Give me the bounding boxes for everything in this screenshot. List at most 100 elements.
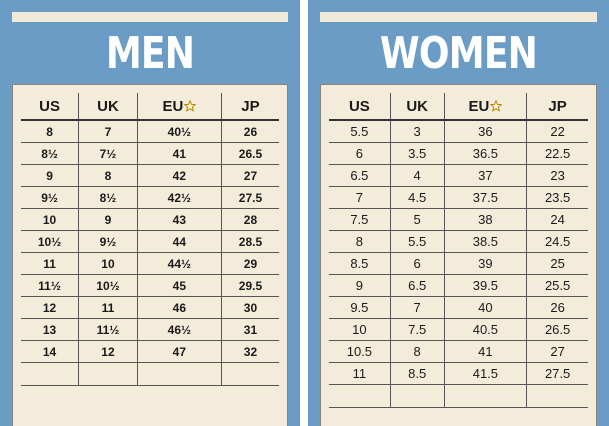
size-cell: 39.5 xyxy=(443,274,527,297)
size-cell: 41 xyxy=(136,142,222,165)
size-cell: 7 xyxy=(78,120,138,143)
size-cell: 29 xyxy=(220,252,279,275)
header-text: US xyxy=(39,97,60,115)
panel-title: MEN xyxy=(105,28,195,79)
size-cell: 5 xyxy=(389,208,445,231)
size-cell: 22.5 xyxy=(526,142,588,165)
size-cell: 11 xyxy=(329,362,391,385)
star-icon xyxy=(183,98,197,112)
empty-cell xyxy=(21,362,79,386)
header-text: JP xyxy=(548,97,567,115)
size-panel: WOMEN US UK EU JP 5.5 3 36 22 6 3.5 36.5 22.5 6.5 4 3 7 2… xyxy=(308,0,609,426)
empty-cell xyxy=(443,384,527,408)
size-cell: 30 xyxy=(220,296,279,319)
size-row: 7.5 5 38 24 xyxy=(329,208,588,231)
size-panel: MEN US UK EU JP 8 7 40½ 26 8½ 7½ 41 26.5 9 8 42 27 9½ 8½ 42… xyxy=(0,0,300,426)
header-text: EU xyxy=(468,97,490,115)
size-cell: 3 xyxy=(389,120,445,143)
size-row: 13 11½ 46½ 31 xyxy=(21,318,279,341)
size-cell: 6 xyxy=(329,142,391,165)
size-cell: 27 xyxy=(220,164,279,187)
empty-cell xyxy=(136,362,222,386)
header-text: US xyxy=(348,97,370,115)
size-cell: 6 xyxy=(389,252,445,275)
size-cell: 40½ xyxy=(136,120,222,143)
size-cell: 14 xyxy=(21,340,79,363)
size-cell: 11½ xyxy=(78,318,138,341)
size-cell: 28.5 xyxy=(220,230,279,253)
empty-cell xyxy=(220,362,279,386)
size-row: 8½ 7½ 41 26.5 xyxy=(21,142,279,165)
size-row: 14 12 47 32 xyxy=(21,340,279,363)
column-header: US xyxy=(329,93,391,121)
size-row: 8 5.5 38.5 24.5 xyxy=(329,230,588,253)
empty-cell xyxy=(78,362,138,386)
size-cell: 9 xyxy=(21,164,79,187)
size-cell: 38.5 xyxy=(443,230,527,253)
size-row: 7 4.5 37.5 23.5 xyxy=(329,186,588,209)
size-cell: 9½ xyxy=(78,230,138,253)
size-row: 9½ 8½ 42½ 27.5 xyxy=(21,186,279,209)
size-cell: 8½ xyxy=(21,142,79,165)
size-cell: 12 xyxy=(21,296,79,319)
column-header: JP xyxy=(526,93,588,121)
size-row: 11½ 10½ 45 29.5 xyxy=(21,274,279,297)
size-cell: 5.5 xyxy=(329,120,391,143)
size-cell: 42½ xyxy=(136,186,222,209)
size-row: 12 11 46 30 xyxy=(21,296,279,319)
column-header: UK xyxy=(78,93,138,121)
size-cell: 11 xyxy=(21,252,79,275)
header-text: JP xyxy=(241,97,260,115)
size-cell: 43 xyxy=(136,208,222,231)
size-row: 8.5 6 39 25 xyxy=(329,252,588,275)
header-row: US UK EU JP xyxy=(21,93,279,121)
size-cell: 10½ xyxy=(78,274,138,297)
size-cell: 26 xyxy=(526,296,588,319)
size-cell: 44½ xyxy=(136,252,222,275)
size-sheet: US UK EU JP 8 7 40½ 26 8½ 7½ 41 26.5 9 8 42 27 9½ 8½ 42½ 27… xyxy=(12,84,288,426)
size-cell: 4 xyxy=(389,164,445,187)
size-cell: 47 xyxy=(136,340,222,363)
top-strip xyxy=(12,12,288,22)
star-icon xyxy=(489,98,503,112)
size-cell: 45 xyxy=(136,274,222,297)
size-row: 6 3.5 36.5 22.5 xyxy=(329,142,588,165)
size-cell: 8 xyxy=(329,230,391,253)
header-row: US UK EU JP xyxy=(329,93,588,121)
size-row: 10.5 8 41 27 xyxy=(329,340,588,363)
size-row: 5.5 3 36 22 xyxy=(329,120,588,143)
size-cell: 36 xyxy=(443,120,527,143)
size-cell: 25.5 xyxy=(526,274,588,297)
size-cell: 5.5 xyxy=(389,230,445,253)
filler-row xyxy=(329,384,588,408)
size-cell: 26 xyxy=(220,120,279,143)
size-cell: 10.5 xyxy=(329,340,391,363)
size-cell: 7 xyxy=(329,186,391,209)
size-cell: 8.5 xyxy=(329,252,391,275)
size-cell: 8½ xyxy=(78,186,138,209)
header-text: UK xyxy=(406,97,428,115)
size-row: 9.5 7 40 26 xyxy=(329,296,588,319)
top-strip xyxy=(320,12,597,22)
size-cell: 13 xyxy=(21,318,79,341)
empty-cell xyxy=(329,384,391,408)
size-cell: 27 xyxy=(526,340,588,363)
size-cell: 32 xyxy=(220,340,279,363)
size-cell: 8 xyxy=(389,340,445,363)
size-cell: 31 xyxy=(220,318,279,341)
column-header: EU xyxy=(136,93,222,121)
size-row: 11 8.5 41.5 27.5 xyxy=(329,362,588,385)
filler-row xyxy=(21,362,279,386)
size-cell: 38 xyxy=(443,208,527,231)
size-cell: 8 xyxy=(21,120,79,143)
size-cell: 10½ xyxy=(21,230,79,253)
size-cell: 23.5 xyxy=(526,186,588,209)
column-header: UK xyxy=(389,93,445,121)
size-cell: 6.5 xyxy=(389,274,445,297)
size-cell: 10 xyxy=(329,318,391,341)
column-header: US xyxy=(21,93,79,121)
size-cell: 8.5 xyxy=(389,362,445,385)
panel-title: WOMEN xyxy=(379,28,538,79)
size-cell: 41.5 xyxy=(443,362,527,385)
